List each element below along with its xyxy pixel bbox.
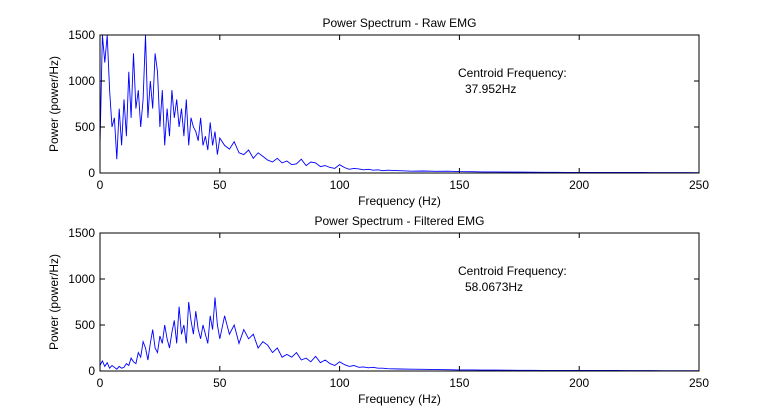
x-tick-label: 100: [330, 376, 350, 390]
y-tick-label: 1500: [68, 226, 95, 240]
x-axis-label: Frequency (Hz): [358, 194, 441, 208]
x-axis-label: Frequency (Hz): [358, 392, 441, 406]
chart-title: Power Spectrum - Raw EMG: [322, 16, 476, 30]
centroid-label: Centroid Frequency:: [458, 264, 567, 278]
y-axis-label: Power (power/Hz): [47, 254, 61, 350]
x-tick-label: 150: [449, 376, 469, 390]
y-tick-label: 500: [75, 318, 95, 332]
x-tick-label: 50: [213, 376, 227, 390]
axes-box: [99, 232, 700, 372]
y-tick-label: 1000: [68, 272, 95, 286]
x-tick-label: 250: [689, 376, 709, 390]
centroid-value: 58.0673Hz: [465, 280, 523, 294]
x-tick-label: 150: [449, 178, 469, 192]
chart-raw-emg: 0 50 100 150 200 250 0 500 1000 1500 Power Spectru…: [47, 16, 709, 208]
axes-box: [99, 34, 700, 174]
x-tick-label: 200: [569, 178, 589, 192]
y-axis-label: Power (power/Hz): [47, 56, 61, 152]
x-tick-label: 50: [213, 178, 227, 192]
series-line: [100, 35, 699, 173]
chart-title: Power Spectrum - Filtered EMG: [314, 214, 484, 228]
y-tick-label: 0: [88, 364, 95, 378]
x-tick-label: 0: [97, 178, 104, 192]
x-tick-label: 250: [689, 178, 709, 192]
chart-filtered-emg: 0 50 100 150 200 250 0 500 1000 1500 Power Spectru…: [47, 214, 709, 406]
y-tick-label: 1500: [68, 28, 95, 42]
x-tick-label: 200: [569, 376, 589, 390]
x-tick-label: 0: [97, 376, 104, 390]
centroid-value: 37.952Hz: [465, 82, 516, 96]
series-line: [100, 297, 699, 371]
y-tick-label: 0: [88, 166, 95, 180]
y-tick-label: 500: [75, 120, 95, 134]
centroid-label: Centroid Frequency:: [458, 66, 567, 80]
y-tick-label: 1000: [68, 74, 95, 88]
x-tick-label: 100: [330, 178, 350, 192]
